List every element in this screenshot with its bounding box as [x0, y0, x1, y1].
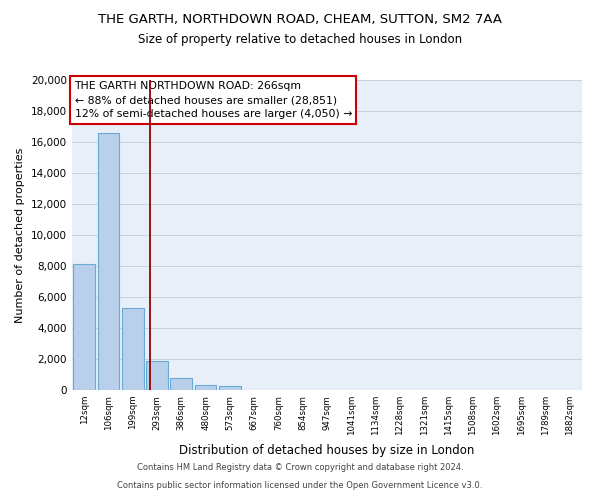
X-axis label: Distribution of detached houses by size in London: Distribution of detached houses by size …	[179, 444, 475, 456]
Text: Size of property relative to detached houses in London: Size of property relative to detached ho…	[138, 32, 462, 46]
Bar	[73, 264, 95, 390]
Bar	[146, 362, 168, 390]
Text: THE GARTH, NORTHDOWN ROAD, CHEAM, SUTTON, SM2 7AA: THE GARTH, NORTHDOWN ROAD, CHEAM, SUTTON…	[98, 12, 502, 26]
Text: THE GARTH NORTHDOWN ROAD: 266sqm
← 88% of detached houses are smaller (28,851)
1: THE GARTH NORTHDOWN ROAD: 266sqm ← 88% o…	[74, 80, 352, 120]
Bar	[219, 386, 241, 390]
Bar	[122, 308, 143, 390]
Text: Contains HM Land Registry data © Crown copyright and database right 2024.: Contains HM Land Registry data © Crown c…	[137, 464, 463, 472]
Bar	[97, 132, 119, 390]
Bar	[194, 386, 217, 390]
Y-axis label: Number of detached properties: Number of detached properties	[16, 148, 25, 322]
Bar	[170, 378, 192, 390]
Text: Contains public sector information licensed under the Open Government Licence v3: Contains public sector information licen…	[118, 481, 482, 490]
